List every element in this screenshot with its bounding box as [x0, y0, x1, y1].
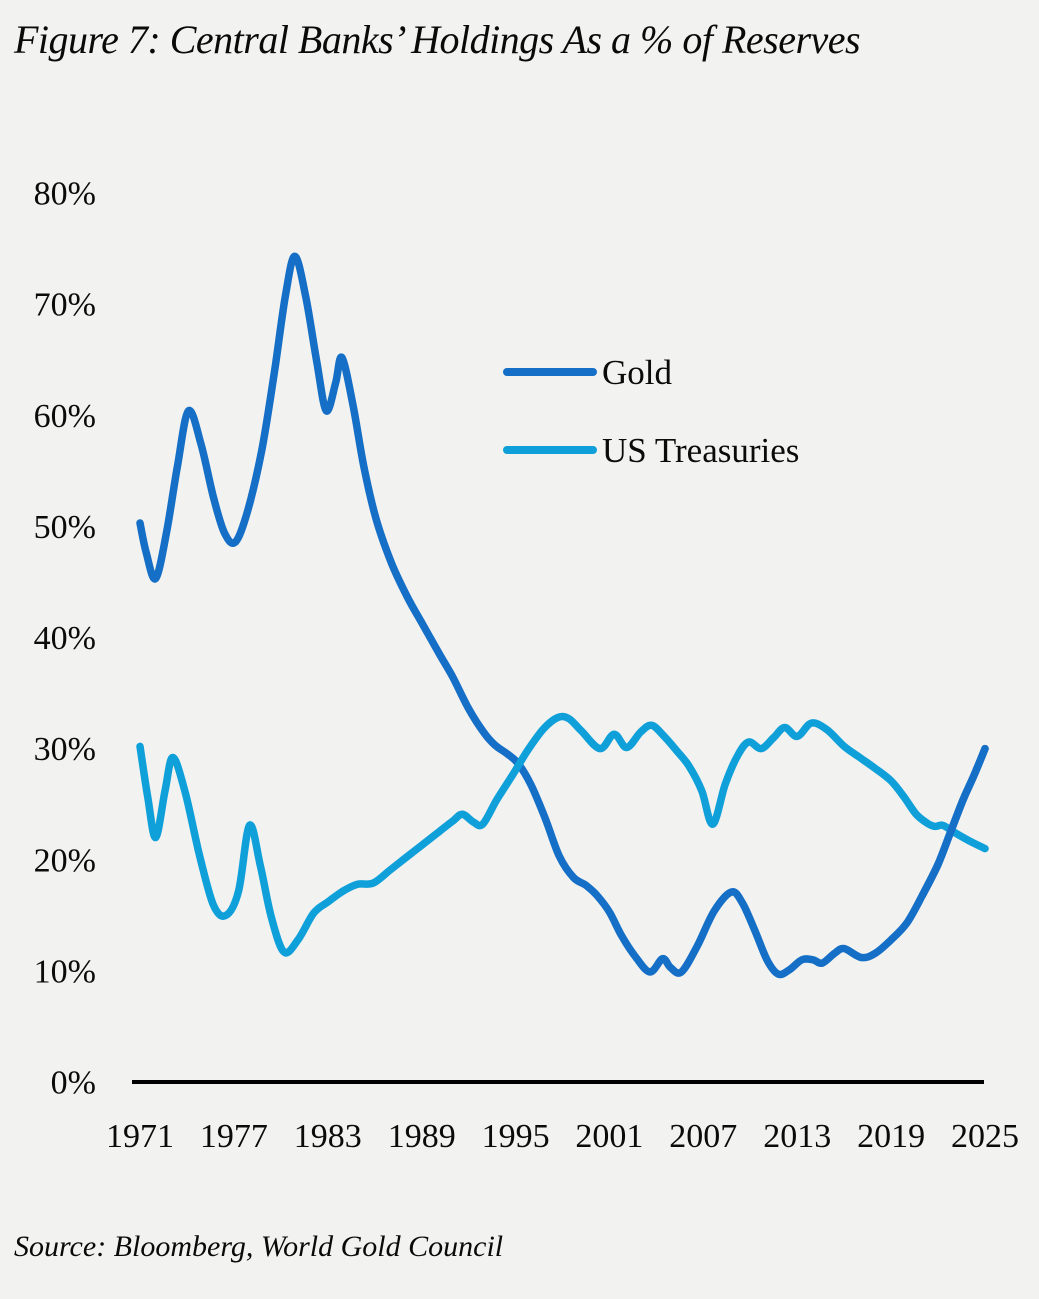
x-tick-label-1971: 1971 — [106, 1118, 174, 1155]
y-tick-label-40: 40% — [34, 620, 96, 657]
legend-item-gold: Gold — [503, 352, 799, 392]
gold-line-tail-overlay — [918, 744, 989, 900]
source-caption: Source: Bloomberg, World Gold Council — [14, 1230, 504, 1263]
legend-item-us-treasuries: US Treasuries — [503, 430, 799, 470]
x-tick-label-1983: 1983 — [294, 1118, 362, 1155]
x-tick-label-1989: 1989 — [388, 1118, 456, 1155]
gold-line — [136, 252, 989, 979]
figure-title: Figure 7: Central Banks’ Holdings As a %… — [14, 17, 861, 62]
us-treasuries-line-swatch-icon — [503, 446, 597, 454]
us-treasuries-line — [136, 712, 989, 957]
x-tick-label-2025: 2025 — [951, 1118, 1019, 1155]
y-tick-label-60: 60% — [34, 398, 96, 435]
x-axis-tick-labels: 1971 1977 1983 1989 1995 2001 2007 2013 2019 2025 — [106, 1118, 1019, 1155]
x-tick-label-1995: 1995 — [482, 1118, 550, 1155]
y-tick-label-80: 80% — [34, 176, 96, 213]
y-axis-tick-labels: 80% 70% 60% 50% 40% 30% 20% 10% 0% — [34, 176, 96, 1102]
x-tick-label-1977: 1977 — [200, 1118, 268, 1155]
series-lines — [136, 252, 989, 979]
legend-label-gold: Gold — [602, 352, 672, 392]
y-tick-label-0: 0% — [51, 1065, 96, 1102]
x-tick-label-2001: 2001 — [575, 1118, 643, 1155]
x-tick-label-2019: 2019 — [857, 1118, 925, 1155]
y-tick-label-50: 50% — [34, 509, 96, 546]
y-tick-label-70: 70% — [34, 287, 96, 324]
legend-label-us-treasuries: US Treasuries — [602, 430, 800, 470]
legend: Gold US Treasuries — [503, 352, 799, 470]
x-tick-label-2013: 2013 — [763, 1118, 831, 1155]
y-tick-label-10: 10% — [34, 953, 96, 990]
y-tick-label-30: 30% — [34, 731, 96, 768]
gold-line-swatch-icon — [503, 368, 597, 376]
y-tick-label-20: 20% — [34, 842, 96, 879]
x-tick-label-2007: 2007 — [669, 1118, 737, 1155]
